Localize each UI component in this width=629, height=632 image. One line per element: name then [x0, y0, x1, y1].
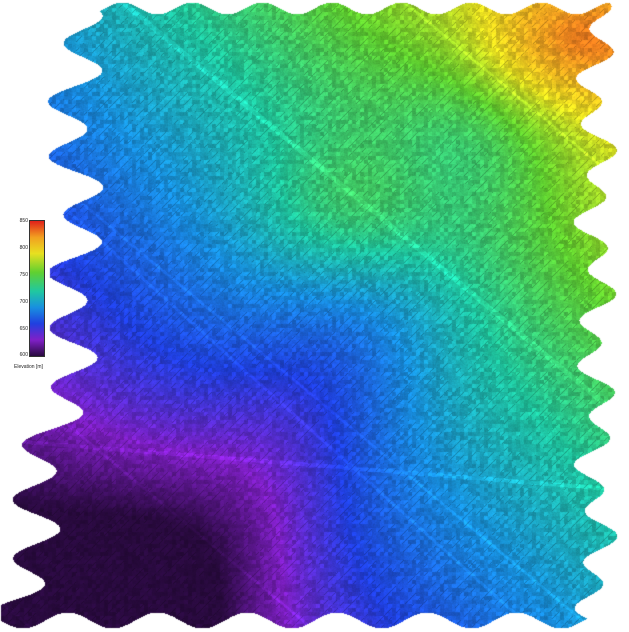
legend-tick-800: 800	[19, 245, 28, 251]
legend-title: Elevation [m]	[14, 364, 43, 370]
legend-tick-700: 700	[19, 299, 28, 305]
legend-tick-650: 650	[19, 326, 28, 332]
legend-color-bar	[29, 220, 45, 357]
legend-tick-850: 850	[19, 218, 28, 224]
legend-tick-750: 750	[19, 272, 28, 278]
elevation-legend: 850 800 750 700 650 600 Elevation [m]	[14, 218, 74, 376]
legend-tick-600: 600	[19, 352, 28, 358]
